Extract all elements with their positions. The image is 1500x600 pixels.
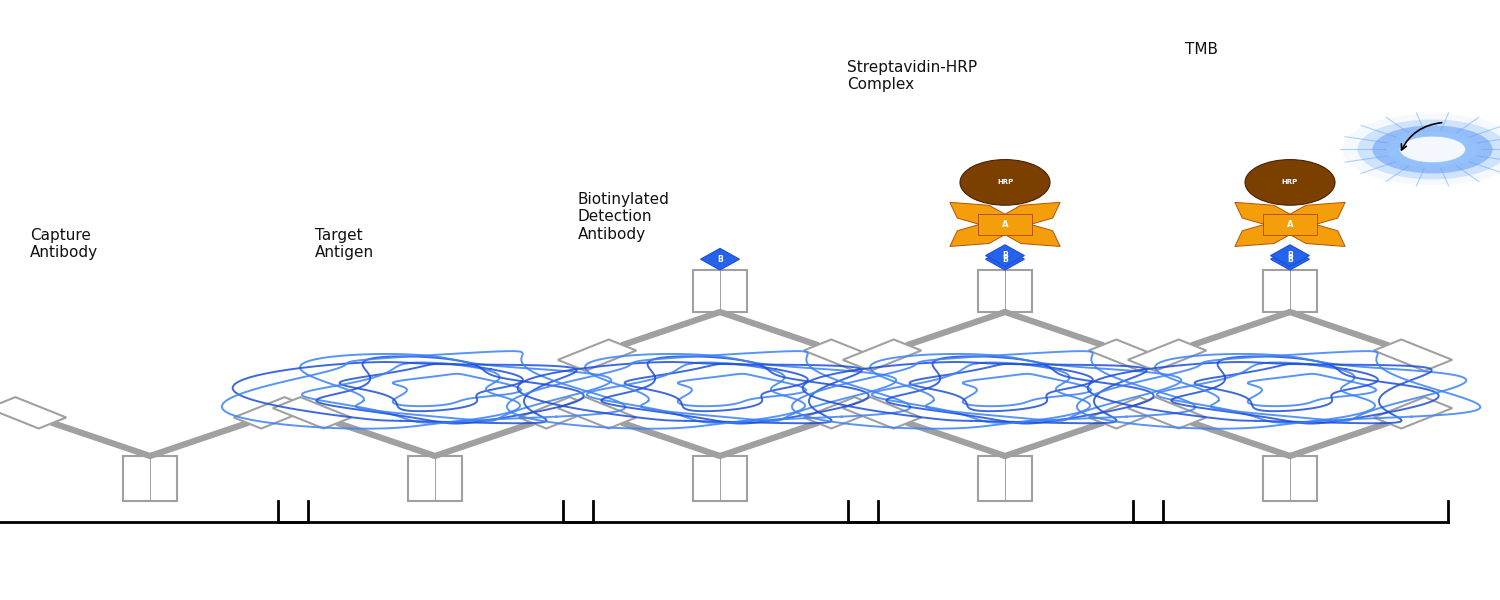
Polygon shape: [1280, 202, 1346, 229]
Text: Biotinylated
Detection
Antibody: Biotinylated Detection Antibody: [578, 192, 669, 242]
Text: HRP: HRP: [1282, 179, 1298, 185]
Text: Target
Antigen: Target Antigen: [315, 228, 374, 260]
Polygon shape: [1374, 397, 1452, 428]
Polygon shape: [1263, 456, 1317, 501]
Text: HRP: HRP: [998, 179, 1012, 185]
Polygon shape: [408, 456, 462, 501]
Polygon shape: [1270, 248, 1310, 270]
Text: Streptavidin-HRP
Complex: Streptavidin-HRP Complex: [847, 60, 978, 92]
Polygon shape: [1270, 245, 1310, 266]
Polygon shape: [558, 397, 636, 428]
Text: B: B: [717, 254, 723, 263]
Polygon shape: [1280, 220, 1346, 247]
Polygon shape: [950, 220, 1016, 247]
Polygon shape: [700, 248, 740, 270]
Polygon shape: [1128, 397, 1206, 428]
Circle shape: [1342, 113, 1500, 185]
Text: B: B: [1002, 251, 1008, 260]
Polygon shape: [978, 214, 1032, 235]
Text: A: A: [1287, 220, 1293, 229]
Polygon shape: [986, 245, 1024, 266]
Ellipse shape: [1245, 160, 1335, 205]
Polygon shape: [519, 397, 597, 428]
Polygon shape: [558, 340, 636, 371]
Ellipse shape: [960, 160, 1050, 205]
Polygon shape: [1089, 397, 1167, 428]
Polygon shape: [693, 270, 747, 312]
Polygon shape: [843, 340, 921, 371]
Polygon shape: [978, 270, 1032, 312]
Polygon shape: [843, 397, 921, 428]
Polygon shape: [1089, 340, 1167, 371]
Polygon shape: [978, 456, 1032, 501]
Circle shape: [1400, 136, 1466, 163]
Text: B: B: [1287, 254, 1293, 263]
Polygon shape: [1234, 202, 1300, 229]
Polygon shape: [234, 397, 312, 428]
Text: B: B: [1287, 251, 1293, 260]
Circle shape: [1358, 119, 1500, 179]
Polygon shape: [693, 456, 747, 501]
Polygon shape: [994, 220, 1060, 247]
Circle shape: [1388, 131, 1478, 167]
Polygon shape: [1234, 220, 1300, 247]
Text: Capture
Antibody: Capture Antibody: [30, 228, 98, 260]
Polygon shape: [1128, 340, 1206, 371]
Polygon shape: [994, 202, 1060, 229]
Polygon shape: [1263, 214, 1317, 235]
Polygon shape: [1374, 340, 1452, 371]
Polygon shape: [1263, 270, 1317, 312]
Polygon shape: [804, 397, 882, 428]
Polygon shape: [273, 397, 351, 428]
Polygon shape: [0, 397, 66, 428]
Polygon shape: [950, 202, 1016, 229]
Polygon shape: [804, 340, 882, 371]
Polygon shape: [123, 456, 177, 501]
Text: A: A: [1002, 220, 1008, 229]
Text: TMB: TMB: [1185, 42, 1218, 57]
Text: B: B: [1002, 254, 1008, 263]
Circle shape: [1372, 125, 1492, 173]
Polygon shape: [986, 248, 1024, 270]
